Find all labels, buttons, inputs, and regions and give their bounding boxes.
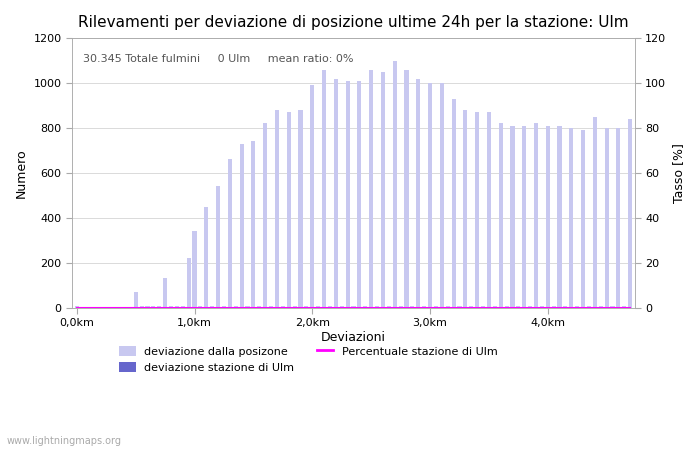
Bar [281, 306, 285, 307]
Bar [198, 306, 202, 307]
Bar [363, 306, 368, 307]
Bar [528, 306, 532, 307]
Bar [522, 126, 526, 307]
Title: Rilevamenti per deviazione di posizione ultime 24h per la stazione: Ulm: Rilevamenti per deviazione di posizione … [78, 15, 629, 30]
Text: www.lightningmaps.org: www.lightningmaps.org [7, 436, 122, 446]
Bar [410, 306, 414, 307]
Bar [328, 306, 332, 307]
Bar [387, 306, 391, 307]
Bar [434, 306, 438, 307]
Bar [628, 119, 632, 307]
Bar [587, 306, 591, 307]
Bar [486, 112, 491, 307]
Bar [593, 117, 597, 307]
Bar [287, 112, 290, 307]
Bar [540, 306, 544, 307]
Bar [169, 306, 173, 307]
Bar [304, 306, 309, 307]
Bar [505, 306, 509, 307]
Bar [428, 83, 432, 307]
Bar [463, 110, 468, 307]
Bar [316, 306, 320, 307]
X-axis label: Deviazioni: Deviazioni [321, 331, 386, 344]
Bar [381, 72, 385, 307]
Bar [517, 306, 520, 307]
Bar [457, 306, 461, 307]
Bar [369, 70, 373, 307]
Legend: deviazione dalla posizone, deviazione stazione di Ulm, Percentuale stazione di U: deviazione dalla posizone, deviazione st… [115, 342, 503, 378]
Bar [481, 306, 485, 307]
Bar [622, 306, 626, 307]
Bar [346, 81, 350, 307]
Text: 30.345 Totale fulmini     0 Ulm     mean ratio: 0%: 30.345 Totale fulmini 0 Ulm mean ratio: … [83, 54, 354, 64]
Bar [222, 306, 226, 307]
Bar [469, 306, 473, 307]
Bar [146, 306, 150, 307]
Bar [158, 306, 161, 307]
Bar [475, 112, 480, 307]
Bar [310, 85, 314, 307]
Bar [375, 306, 379, 307]
Bar [134, 292, 138, 307]
Bar [340, 306, 344, 307]
Bar [422, 306, 426, 307]
Bar [204, 207, 209, 307]
Bar [275, 110, 279, 307]
Bar [246, 306, 250, 307]
Bar [557, 126, 561, 307]
Bar [216, 186, 221, 307]
Bar [193, 231, 197, 307]
Bar [257, 306, 261, 307]
Bar [251, 141, 256, 307]
Bar [581, 130, 585, 307]
Bar [498, 123, 503, 307]
Bar [210, 306, 214, 307]
Bar [610, 306, 615, 307]
Bar [405, 70, 409, 307]
Bar [357, 81, 361, 307]
Bar [269, 306, 273, 307]
Bar [151, 306, 155, 307]
Bar [605, 128, 609, 307]
Bar [263, 123, 267, 307]
Bar [446, 306, 450, 307]
Bar [334, 78, 338, 307]
Bar [228, 159, 232, 307]
Bar [510, 126, 514, 307]
Bar [617, 128, 620, 307]
Bar [175, 306, 179, 307]
Bar [187, 258, 190, 307]
Bar [440, 83, 444, 307]
Y-axis label: Numero: Numero [15, 148, 28, 198]
Bar [351, 306, 356, 307]
Bar [569, 128, 573, 307]
Bar [163, 279, 167, 307]
Bar [552, 306, 556, 307]
Bar [564, 306, 568, 307]
Bar [75, 306, 79, 307]
Bar [398, 306, 402, 307]
Bar [452, 99, 456, 307]
Bar [598, 306, 603, 307]
Bar [234, 306, 238, 307]
Bar [139, 306, 144, 307]
Bar [239, 144, 244, 307]
Bar [493, 306, 497, 307]
Bar [546, 126, 550, 307]
Bar [575, 306, 580, 307]
Y-axis label: Tasso [%]: Tasso [%] [672, 143, 685, 203]
Bar [181, 306, 185, 307]
Bar [393, 61, 397, 307]
Bar [293, 306, 297, 307]
Bar [298, 110, 302, 307]
Bar [322, 70, 326, 307]
Bar [534, 123, 538, 307]
Bar [416, 78, 420, 307]
